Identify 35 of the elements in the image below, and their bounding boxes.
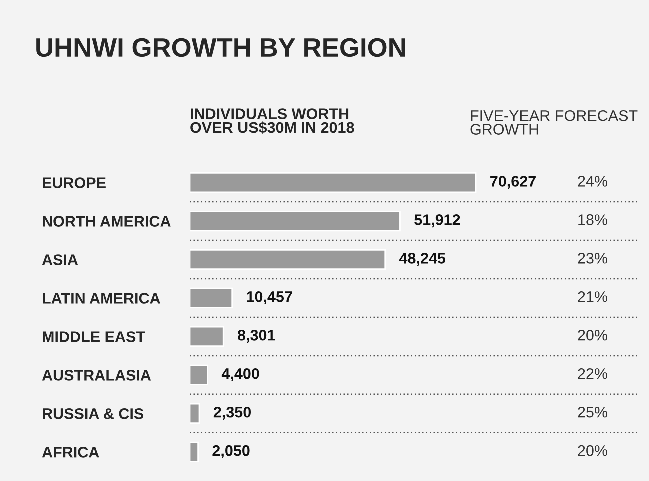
bar xyxy=(190,249,386,270)
data-label: 48,245 xyxy=(399,253,446,266)
data-label: 70,627 xyxy=(490,176,536,190)
data-label: 8,301 xyxy=(238,330,276,344)
text: 25% xyxy=(578,406,608,418)
bar xyxy=(190,442,199,462)
y-tick-label: NORTH AMERICA xyxy=(43,216,171,227)
y-tick-label: ASIA xyxy=(42,254,78,266)
text: 20% xyxy=(578,445,608,456)
text: 24% xyxy=(578,176,608,187)
text: 21% xyxy=(578,292,608,302)
y-tick-label: AUSTRALASIA xyxy=(42,370,152,381)
bar xyxy=(190,172,477,194)
text: 20% xyxy=(578,330,608,341)
y-tick-label: LATIN AMERICA xyxy=(43,293,160,304)
y-tick-label: AFRICA xyxy=(42,447,100,458)
y-tick-label: RUSSIA & CIS xyxy=(43,408,144,420)
text: 18% xyxy=(578,214,608,226)
bar xyxy=(190,210,401,232)
data-label: 10,457 xyxy=(247,292,292,305)
bar xyxy=(190,288,234,309)
bar xyxy=(190,403,200,424)
data-label: 4,400 xyxy=(222,368,260,382)
text: FIVE-YEAR FORECAST GROWTH xyxy=(470,110,638,135)
bar xyxy=(190,364,209,386)
y-tick-label: EUROPE xyxy=(43,178,106,188)
text: 23% xyxy=(578,253,608,264)
chart-title: UHNWI GROWTH BY REGION xyxy=(36,38,406,58)
data-label: 51,912 xyxy=(414,214,460,228)
data-label: 2,350 xyxy=(214,406,252,420)
data-label: 2,050 xyxy=(212,445,250,458)
y-tick-label: MIDDLE EAST xyxy=(43,332,146,342)
text: 22% xyxy=(578,368,608,380)
bar xyxy=(190,326,224,348)
x-axis-title: INDIVIDUALS WORTH OVER US$30M IN 2018 xyxy=(190,108,354,134)
